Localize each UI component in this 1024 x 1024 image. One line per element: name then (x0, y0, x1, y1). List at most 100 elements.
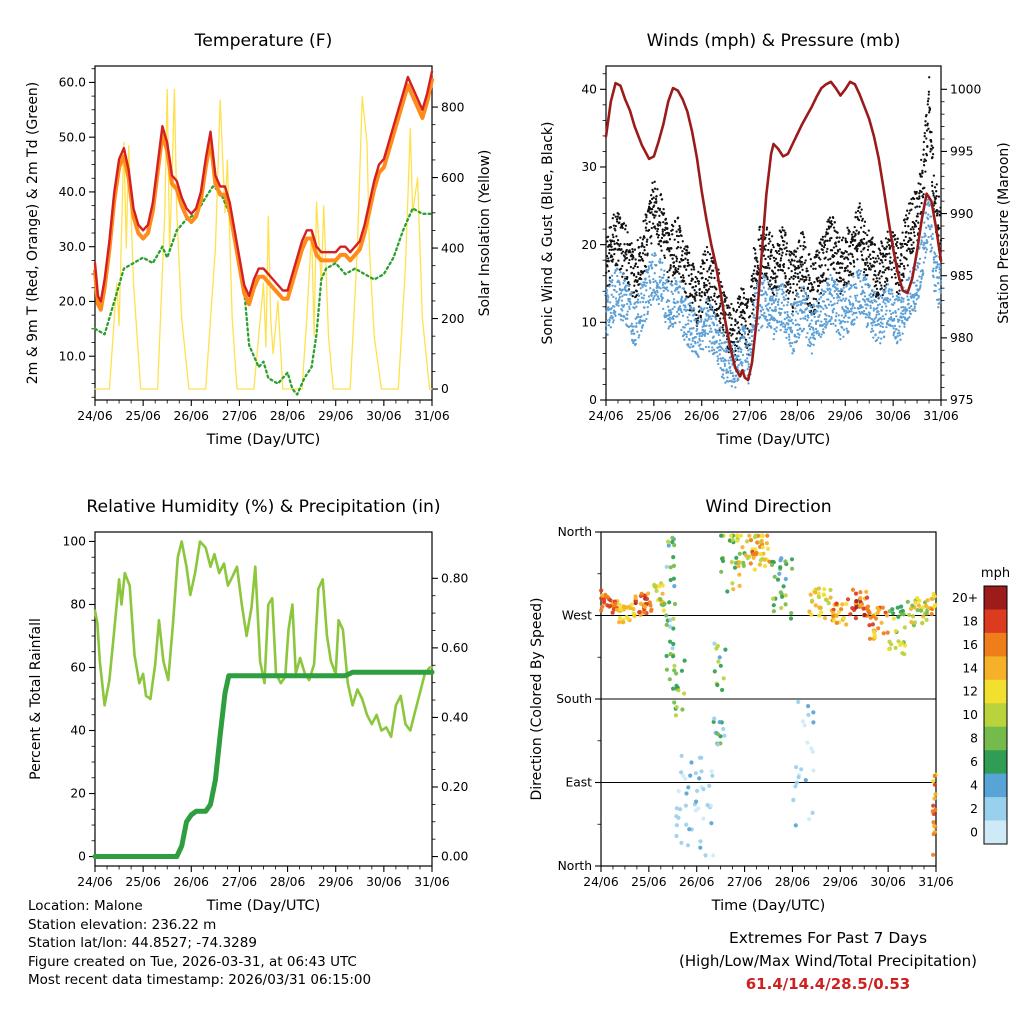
tick-label: 30/06 (875, 409, 911, 423)
tick-label: 24/06 (583, 875, 619, 889)
tick-label: 6 (970, 755, 978, 769)
tick-label: North (558, 525, 592, 539)
series-temp-2m (93, 70, 434, 303)
x-axis-label: Time (Day/UTC) (206, 432, 321, 448)
tick-label: 29/06 (828, 409, 864, 423)
x-axis-label: Time (Day/UTC) (711, 898, 826, 914)
y-axis-label-left: Direction (Colored By Speed) (529, 597, 545, 800)
series-dewpoint-2m (93, 185, 434, 396)
series-wind-direction-scatter (599, 533, 938, 858)
tick-label: 800 (441, 100, 464, 114)
tick-label: 26/06 (679, 875, 715, 889)
tick-label: 25/06 (125, 409, 161, 423)
y-axis-label-right: Station Pressure (Maroon) (996, 142, 1012, 324)
tick-label: 8 (970, 732, 978, 746)
tick-label: 24/06 (588, 409, 624, 423)
tick-label: 18 (962, 614, 978, 628)
tick-label: 0 (441, 382, 449, 396)
tick-label: 20.0 (59, 295, 86, 309)
tick-label: 0 (589, 393, 597, 407)
tick-label: 200 (441, 312, 464, 326)
tick-label: 29/06 (823, 875, 859, 889)
tick-label: 24/06 (77, 875, 113, 889)
tick-label: 27/06 (222, 875, 258, 889)
tick-label: 16 (962, 638, 978, 652)
tick-label: 0.60 (441, 641, 468, 655)
x-axis-label: Time (Day/UTC) (206, 898, 321, 914)
tick-label: 27/06 (732, 409, 768, 423)
tick-label: 2 (970, 802, 978, 816)
tick-label: 1000 (950, 83, 981, 97)
tick-label: 0.20 (441, 780, 468, 794)
colorbar-title: mph (981, 566, 1010, 581)
data-timestamp: Most recent data timestamp: 2026/03/31 0… (28, 972, 372, 989)
temperature-chart: 24/06 25/06 26/06 27/06 28/06 29/06 30/06 31/06… (25, 31, 493, 448)
extremes-subtitle: (High/Low/Max Wind/Total Precipitation) (679, 952, 977, 970)
tick-label: 10 (962, 708, 978, 722)
figure-created: Figure created on Tue, 2026-03-31, at 06… (28, 953, 357, 970)
tick-label: 12 (962, 685, 978, 699)
station-location: Location: Malone (28, 898, 143, 914)
tick-label: 30.0 (59, 240, 86, 254)
tick-label: 24/06 (77, 409, 113, 423)
tick-label: 30/06 (366, 875, 402, 889)
tick-label: 27/06 (222, 409, 258, 423)
tick-label: 100 (63, 535, 86, 549)
tick-label: 31/06 (918, 875, 954, 889)
tick-label: 28/06 (270, 875, 306, 889)
tick-label: 0 (78, 850, 86, 864)
tick-label: 20 (70, 787, 86, 801)
tick-label: 400 (441, 241, 464, 255)
chart-title: Wind Direction (705, 497, 831, 517)
tick-label: 20 (581, 238, 597, 252)
tick-label: 30/06 (870, 875, 906, 889)
tick-label: North (558, 859, 592, 873)
tick-label: 28/06 (780, 409, 816, 423)
y-axis-label-right: Solar Insolation (Yellow) (477, 150, 493, 317)
tick-label: 60.0 (59, 76, 86, 90)
station-latlon: Station lat/lon: 44.8527; -74.3289 (28, 935, 257, 952)
x-axis-label: Time (Day/UTC) (716, 432, 831, 448)
tick-label: 0.80 (441, 572, 468, 586)
series-relative-humidity (93, 540, 434, 739)
tick-label: 31/06 (414, 875, 450, 889)
tick-label: South (556, 692, 592, 706)
extremes-values: 61.4/14.4/28.5/0.53 (745, 975, 911, 993)
tick-label: 20+ (952, 591, 978, 605)
station-elevation: Station elevation: 236.22 m (28, 916, 217, 933)
tick-label: 0.40 (441, 711, 468, 725)
tick-label: 28/06 (775, 875, 811, 889)
chart-title: Relative Humidity (%) & Precipitation (i… (86, 497, 440, 517)
extremes-title: Extremes For Past 7 Days (728, 929, 928, 947)
tick-label: 31/06 (923, 409, 959, 423)
humidity-chart: 24/06 25/06 26/06 27/06 28/06 29/06 30/06 31/06… (28, 497, 468, 914)
tick-label: 990 (950, 207, 973, 221)
tick-label: 28/06 (270, 409, 306, 423)
tick-label: 80 (70, 598, 86, 612)
tick-label: 0.00 (441, 850, 468, 864)
tick-label: 26/06 (684, 409, 720, 423)
y-axis-label-left: Sonic Wind & Gust (Blue, Black) (540, 121, 556, 344)
tick-label: 985 (950, 269, 973, 283)
y-axis-label-left: Percent & Total Rainfall (28, 618, 44, 780)
wind-direction-chart: 24/06 25/06 26/06 27/06 28/06 29/06 30/06 31/06… (529, 497, 1010, 914)
tick-label: 30 (581, 160, 597, 174)
tick-label: 31/06 (414, 409, 450, 423)
extremes-panel: Extremes For Past 7 Days (High/Low/Max W… (618, 929, 1024, 993)
tick-label: 40.0 (59, 185, 86, 199)
series-wind-scatter (604, 195, 943, 389)
tick-label: 10 (581, 316, 597, 330)
tick-label: 995 (950, 145, 973, 159)
tick-label: 980 (950, 331, 973, 345)
tick-label: 600 (441, 171, 464, 185)
tick-label: West (562, 609, 592, 623)
y-axis-label-left: 2m & 9m T (Red, Orange) & 2m Td (Green) (25, 82, 41, 385)
tick-label: 4 (970, 779, 978, 793)
tick-label: 29/06 (318, 875, 354, 889)
tick-label: 50.0 (59, 130, 86, 144)
tick-label: 26/06 (174, 875, 210, 889)
tick-label: 10.0 (59, 349, 86, 363)
